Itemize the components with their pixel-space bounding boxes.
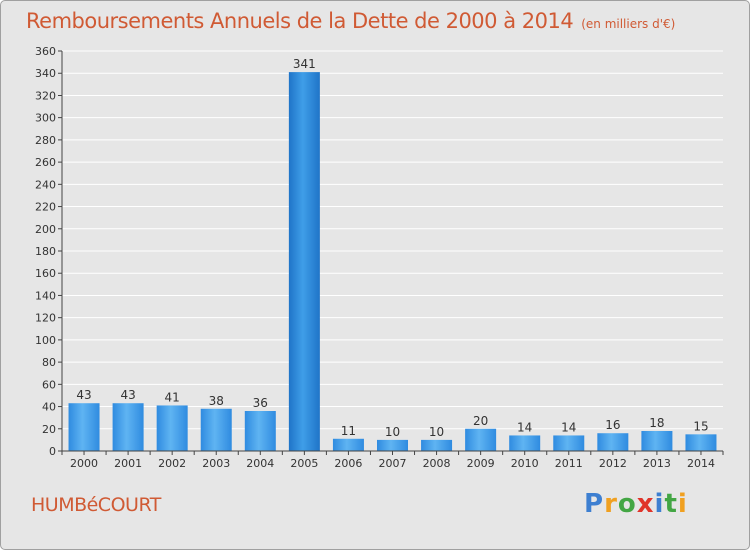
y-tick-label: 300	[35, 112, 56, 125]
data-label: 15	[693, 419, 708, 433]
x-tick-label: 2008	[423, 457, 451, 470]
data-label: 11	[341, 424, 356, 438]
bars: 43 43 41 38 36 341 11 10 10 20 14 14 16 18 15	[68, 57, 717, 451]
x-tick-label: 2012	[599, 457, 627, 470]
y-tick-label: 240	[35, 178, 56, 191]
grid-lines	[62, 50, 723, 452]
y-tick-label: 320	[35, 89, 56, 102]
y-axis: 0 20 40 60 80 100 120 140 160 180 200 220 240 260 280 3…	[35, 45, 63, 458]
bar	[641, 431, 673, 451]
x-tick-label: 2013	[643, 457, 671, 470]
bar	[553, 435, 585, 451]
bar	[244, 411, 276, 451]
data-label: 341	[293, 57, 316, 71]
data-label: 43	[76, 388, 91, 402]
bar	[332, 438, 364, 451]
y-tick-label: 180	[35, 245, 56, 258]
chart-title: Remboursements Annuels de la Dette de 20…	[26, 9, 675, 33]
data-label: 10	[429, 425, 444, 439]
y-tick-label: 40	[42, 401, 56, 414]
bar	[465, 428, 497, 451]
x-tick-label: 2010	[511, 457, 539, 470]
y-tick-label: 60	[42, 378, 56, 391]
y-tick-label: 260	[35, 156, 56, 169]
y-tick-label: 340	[35, 67, 56, 80]
chart-title-text: Remboursements Annuels de la Dette de 20…	[26, 9, 574, 33]
data-label: 18	[649, 416, 664, 430]
y-tick-label: 100	[35, 334, 56, 347]
x-tick-label: 2005	[290, 457, 318, 470]
data-label: 38	[209, 394, 224, 408]
x-tick-label: 2011	[555, 457, 583, 470]
y-tick-label: 120	[35, 312, 56, 325]
x-tick-label: 2004	[246, 457, 274, 470]
x-tick-label: 2000	[70, 457, 98, 470]
logo-letter: r	[604, 489, 618, 519]
x-tick-label: 2003	[202, 457, 230, 470]
y-tick-label: 220	[35, 201, 56, 214]
data-label: 36	[253, 396, 268, 410]
bar	[597, 433, 629, 451]
bar	[112, 403, 144, 451]
x-tick-label: 2002	[158, 457, 186, 470]
y-tick-label: 20	[42, 423, 56, 436]
bar	[68, 403, 100, 451]
logo-letter: o	[617, 489, 637, 519]
bar	[685, 434, 717, 451]
y-tick-label: 80	[42, 356, 56, 369]
y-tick-label: 360	[35, 45, 56, 58]
y-tick-label: 160	[35, 267, 56, 280]
bar	[156, 405, 188, 451]
x-axis: 2000 2001 2002 2003 2004 2005 2006 2007 2008 2009…	[61, 450, 724, 470]
logo-letter: i	[677, 489, 688, 519]
data-label: 41	[165, 390, 180, 404]
data-label: 16	[605, 418, 620, 432]
bar	[377, 439, 408, 451]
x-tick-label: 2001	[114, 457, 142, 470]
proxiti-logo: Proxiti	[584, 489, 688, 519]
y-tick-label: 140	[35, 289, 56, 302]
logo-letter: P	[584, 489, 605, 519]
y-tick-label: 200	[35, 223, 56, 236]
y-tick-label: 280	[35, 134, 56, 147]
y-tick-label: 0	[49, 445, 56, 458]
logo-letter: t	[664, 489, 678, 519]
data-label: 20	[473, 414, 488, 428]
x-tick-label: 2009	[467, 457, 495, 470]
x-tick-label: 2014	[687, 457, 715, 470]
commune-name: HUMBéCOURT	[31, 494, 161, 516]
x-tick-label: 2006	[334, 457, 362, 470]
logo-letter: x	[636, 489, 655, 519]
data-label: 14	[517, 420, 532, 434]
bar	[421, 439, 453, 451]
data-label: 43	[120, 388, 135, 402]
x-tick-label: 2007	[379, 457, 407, 470]
chart-unit-label: (en milliers d'€)	[581, 17, 676, 31]
logo-letter: i	[654, 489, 665, 519]
data-label: 10	[385, 425, 400, 439]
bar	[288, 72, 320, 451]
data-label: 14	[561, 420, 576, 434]
bar	[509, 435, 541, 451]
bar	[200, 408, 232, 451]
